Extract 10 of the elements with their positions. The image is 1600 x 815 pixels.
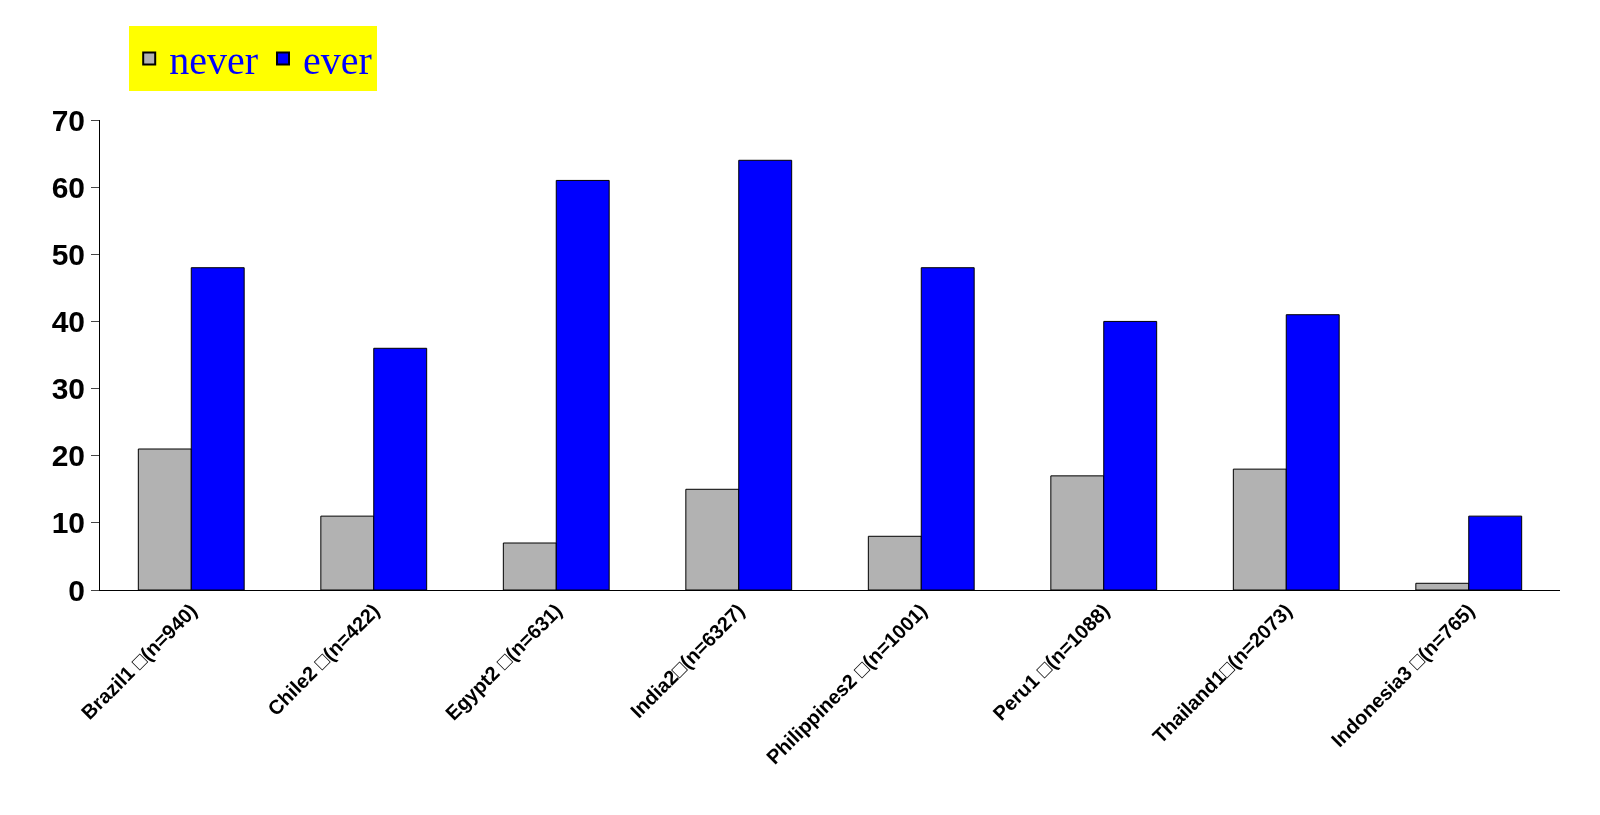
y-tick-label: 40 [51, 304, 85, 338]
y-tick-label: 30 [51, 372, 85, 406]
y-tick-label: 50 [51, 237, 85, 271]
y-tick-label: 0 [68, 573, 85, 607]
y-tick-label: 70 [51, 103, 85, 137]
legend-label: ever [303, 38, 372, 84]
y-tick-label: 20 [51, 439, 85, 473]
legend-label: never [169, 38, 259, 84]
y-tick-label: 10 [51, 506, 85, 540]
y-tick-label: 60 [51, 170, 85, 204]
